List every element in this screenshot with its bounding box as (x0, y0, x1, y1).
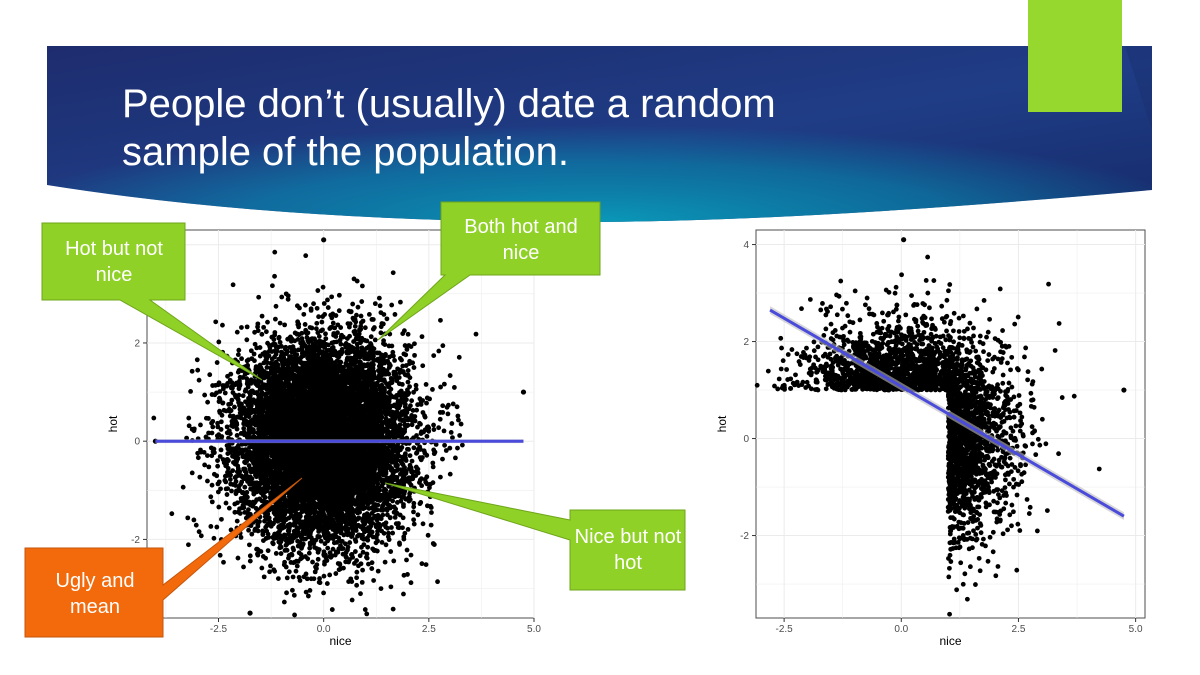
slide-title-line-1: People don’t (usually) date a random (122, 82, 776, 126)
point (151, 415, 157, 421)
title-banner (47, 46, 1152, 222)
accent-block (1028, 0, 1122, 112)
slide-title: People don’t (usually) date a random sam… (122, 80, 942, 176)
points (151, 237, 527, 618)
slide-title-line-2: sample of the population. (122, 130, 569, 174)
point (438, 474, 443, 480)
